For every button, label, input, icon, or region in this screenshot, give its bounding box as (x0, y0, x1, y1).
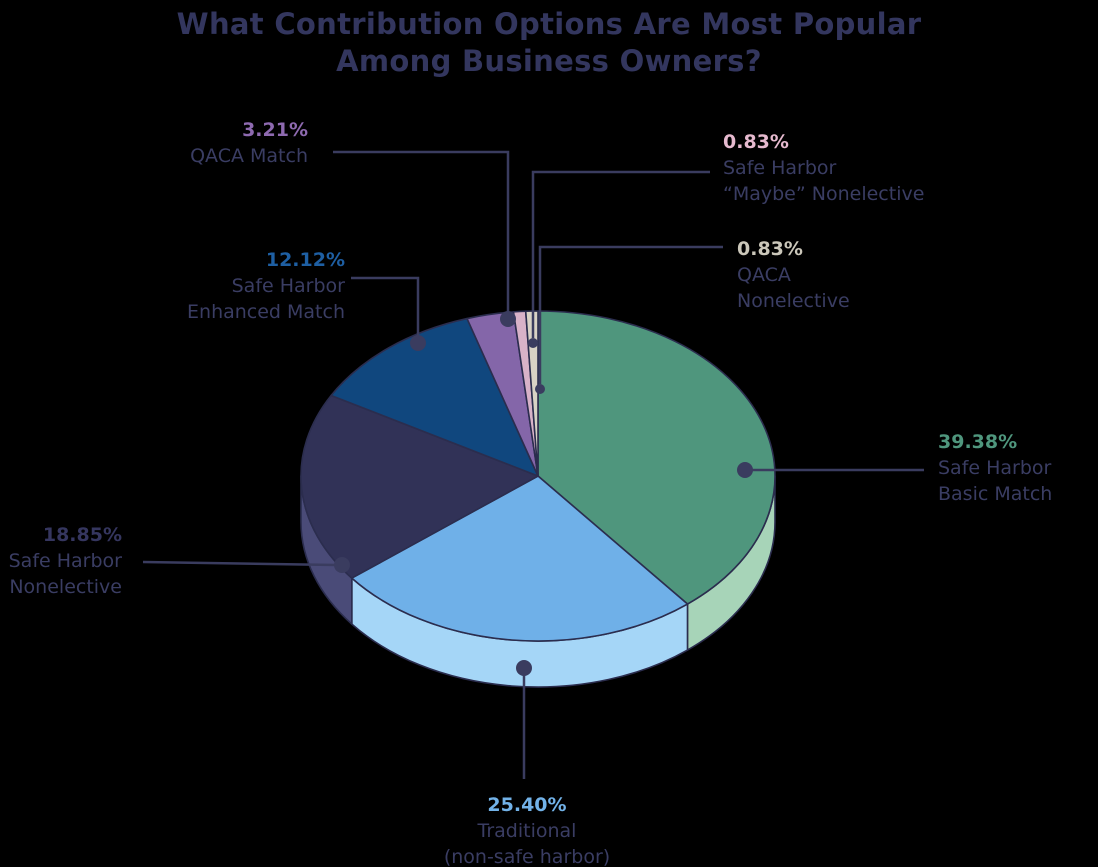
percent-value: 18.85% (42, 524, 122, 546)
slice-name: QACA Nonelective (737, 264, 850, 312)
label-safe-harbor-enhanced-match: 12.12% Safe Harbor Enhanced Match (187, 247, 345, 325)
label-safe-harbor-basic-match: 39.38% Safe Harbor Basic Match (938, 429, 1052, 507)
slice-name: Safe Harbor Enhanced Match (187, 275, 345, 323)
slice-name: Traditional (non-safe harbor) (443, 820, 611, 867)
slice-name: Safe Harbor Nonelective (8, 550, 122, 598)
chart-title: What Contribution Options Are Most Popul… (176, 7, 922, 78)
slice-name: Safe Harbor Basic Match (938, 457, 1053, 505)
label-qaca-match: 3.21% QACA Match (190, 117, 308, 169)
slice-name: QACA Match (190, 145, 308, 167)
percent-value: 25.40% (487, 794, 567, 816)
percent-value: 0.83% (723, 131, 789, 153)
label-traditional: 25.40% Traditional (non-safe harbor) (367, 792, 687, 867)
slice-name: Safe Harbor “Maybe” Nonelective (723, 157, 925, 205)
percent-value: 0.83% (737, 238, 803, 260)
label-qaca-nonelective: 0.83% QACA Nonelective (737, 236, 850, 314)
percent-value: 3.21% (242, 119, 308, 141)
percent-value: 39.38% (938, 431, 1018, 453)
percent-value: 12.12% (265, 249, 345, 271)
label-safe-harbor-nonelective: 18.85% Safe Harbor Nonelective (9, 522, 122, 600)
label-safe-harbor-maybe-nonelective: 0.83% Safe Harbor “Maybe” Nonelective (723, 129, 924, 207)
